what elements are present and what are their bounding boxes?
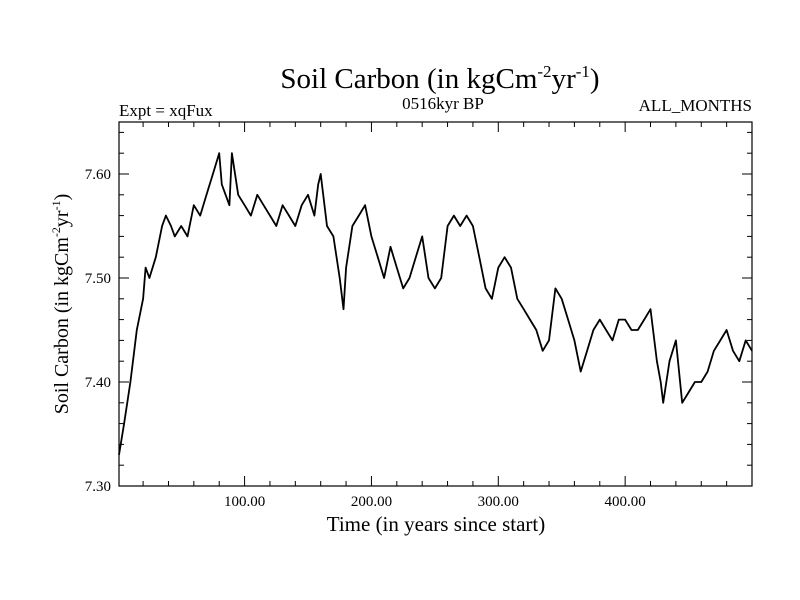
x-tick-label: 100.00	[224, 494, 265, 510]
y-tick-label: 7.40	[85, 375, 111, 391]
axis-tick-labels: 100.00 200.00 300.00 400.00 7.30 7.40 7.50 7.60	[85, 167, 646, 510]
y-tick-label: 7.60	[85, 167, 111, 183]
x-tick-label: 400.00	[605, 494, 646, 510]
subtitle-left: Expt = xqFux	[119, 101, 213, 120]
y-axis-label: Soil Carbon (in kgCm-2yr-1)	[49, 194, 73, 415]
x-tick-label: 200.00	[351, 494, 392, 510]
subtitle-center: 0516kyr BP	[402, 94, 484, 113]
x-axis-label: Time (in years since start)	[327, 512, 546, 536]
axis-ticks	[119, 122, 752, 487]
chart-title: Soil Carbon (in kgCm-2yr-1)	[280, 62, 599, 95]
series-line-soil-carbon	[118, 152, 753, 455]
y-tick-label: 7.30	[85, 479, 111, 495]
y-tick-label: 7.50	[85, 271, 111, 287]
x-tick-label: 300.00	[478, 494, 519, 510]
plot-frame	[118, 121, 753, 487]
subtitle-right: ALL_MONTHS	[639, 96, 752, 115]
